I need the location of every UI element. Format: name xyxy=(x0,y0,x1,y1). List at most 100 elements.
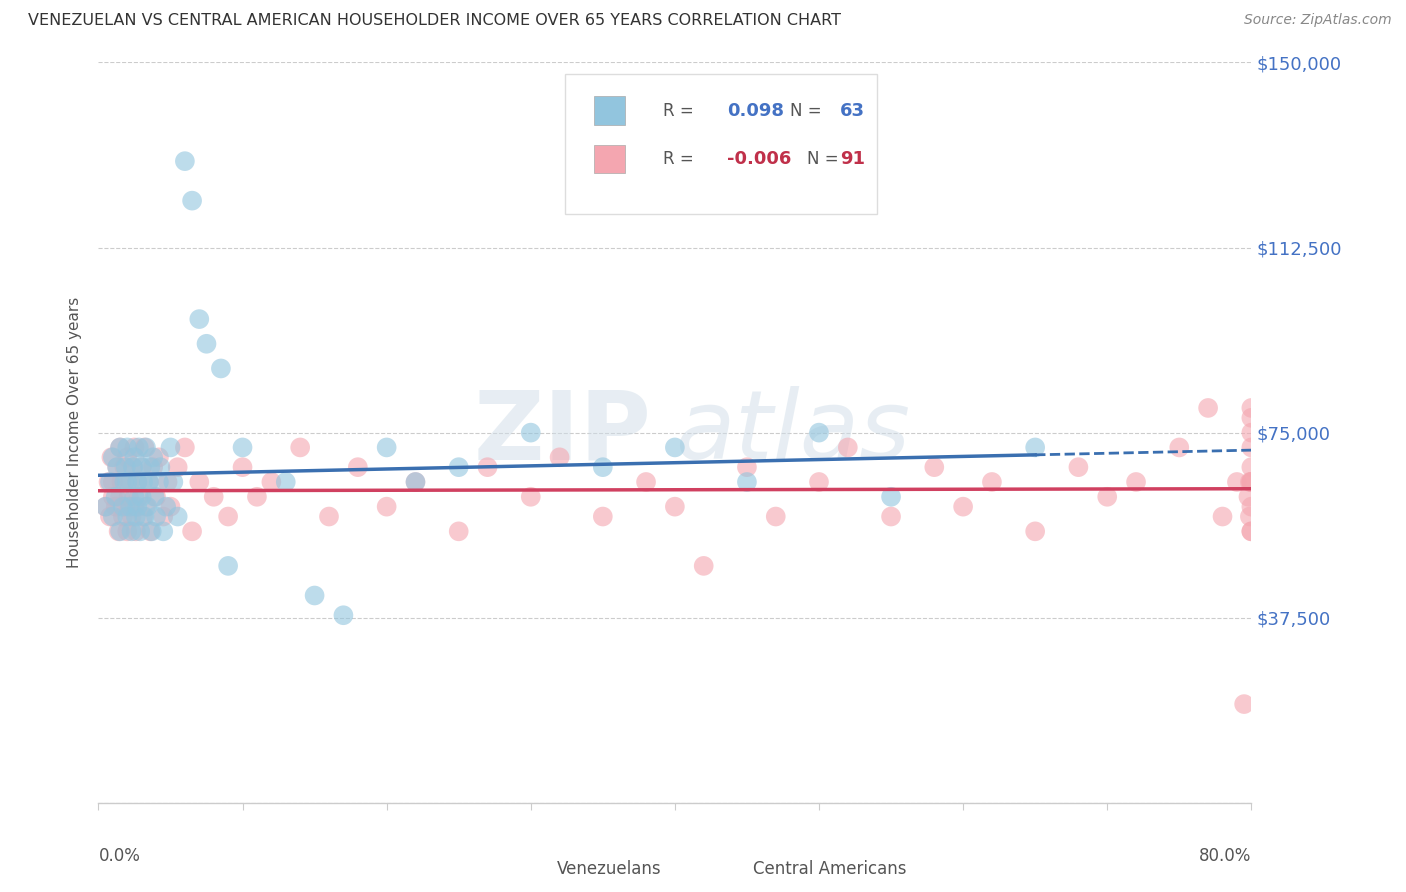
Point xyxy=(136,500,159,514)
Point xyxy=(105,460,128,475)
Point xyxy=(94,500,117,514)
Point xyxy=(111,509,134,524)
Point xyxy=(1240,460,1263,475)
Point xyxy=(346,460,368,475)
Point xyxy=(735,475,758,489)
Point xyxy=(101,475,124,489)
Point xyxy=(105,460,128,475)
Point xyxy=(156,475,179,489)
Point xyxy=(108,441,131,455)
Point xyxy=(120,500,142,514)
Point xyxy=(290,441,312,455)
Point xyxy=(131,490,153,504)
Point xyxy=(132,509,155,524)
Point xyxy=(1233,697,1256,711)
Point xyxy=(125,509,148,524)
Point xyxy=(131,460,153,475)
Point xyxy=(405,475,427,489)
Point xyxy=(141,524,163,539)
Point xyxy=(520,425,543,440)
Point xyxy=(318,509,340,524)
Point xyxy=(162,475,184,489)
Point xyxy=(104,490,127,504)
Point xyxy=(107,524,129,539)
Point xyxy=(124,450,146,465)
Point xyxy=(217,509,239,524)
Point xyxy=(304,589,326,603)
Text: atlas: atlas xyxy=(675,386,910,479)
Point xyxy=(110,475,132,489)
Point xyxy=(152,524,174,539)
Point xyxy=(148,475,170,489)
Text: Venezuelans: Venezuelans xyxy=(557,861,662,879)
Point xyxy=(127,475,149,489)
Point xyxy=(274,475,297,489)
Point xyxy=(111,500,134,514)
Point xyxy=(132,475,155,489)
Point xyxy=(1240,524,1263,539)
Point xyxy=(477,460,499,475)
Point xyxy=(108,524,131,539)
FancyBboxPatch shape xyxy=(595,145,624,173)
Point xyxy=(131,460,153,475)
Point xyxy=(260,475,283,489)
Point xyxy=(149,460,172,475)
Point xyxy=(114,500,136,514)
Point xyxy=(134,509,156,524)
Point xyxy=(1067,460,1090,475)
Point xyxy=(1240,475,1263,489)
FancyBboxPatch shape xyxy=(508,857,551,881)
Point xyxy=(735,460,758,475)
Point xyxy=(1212,509,1234,524)
Point xyxy=(98,509,121,524)
Point xyxy=(405,475,427,489)
Point xyxy=(159,500,181,514)
Point xyxy=(138,475,160,489)
Point xyxy=(129,524,152,539)
Text: N =: N = xyxy=(807,150,839,168)
Point xyxy=(121,509,143,524)
Point xyxy=(159,441,181,455)
Point xyxy=(138,475,160,489)
Point xyxy=(202,490,225,504)
Point xyxy=(195,336,218,351)
Point xyxy=(246,490,269,504)
Point xyxy=(122,460,145,475)
Point xyxy=(231,460,254,475)
Point xyxy=(124,500,146,514)
Point xyxy=(1240,441,1263,455)
Point xyxy=(952,500,974,514)
Point xyxy=(135,441,157,455)
FancyBboxPatch shape xyxy=(595,96,624,125)
Point xyxy=(808,425,831,440)
Point xyxy=(117,450,139,465)
Point xyxy=(880,490,903,504)
Point xyxy=(108,441,131,455)
Point xyxy=(108,490,131,504)
Point xyxy=(765,509,787,524)
Point xyxy=(592,460,614,475)
Point xyxy=(101,509,124,524)
FancyBboxPatch shape xyxy=(704,857,748,881)
Point xyxy=(1240,410,1263,425)
Point xyxy=(134,441,156,455)
Point xyxy=(1240,524,1263,539)
Text: -0.006: -0.006 xyxy=(727,150,792,168)
Point xyxy=(120,475,142,489)
Point xyxy=(1024,524,1046,539)
Point xyxy=(142,450,165,465)
Point xyxy=(924,460,946,475)
Point xyxy=(808,475,831,489)
Text: R =: R = xyxy=(664,102,695,120)
Point xyxy=(375,441,398,455)
Point xyxy=(174,441,197,455)
Y-axis label: Householder Income Over 65 years: Householder Income Over 65 years xyxy=(67,297,83,568)
Point xyxy=(125,524,148,539)
Point xyxy=(152,509,174,524)
Point xyxy=(100,450,122,465)
Point xyxy=(139,524,162,539)
Point xyxy=(664,441,686,455)
Point xyxy=(117,475,139,489)
Point xyxy=(1240,401,1263,415)
Point xyxy=(447,524,470,539)
